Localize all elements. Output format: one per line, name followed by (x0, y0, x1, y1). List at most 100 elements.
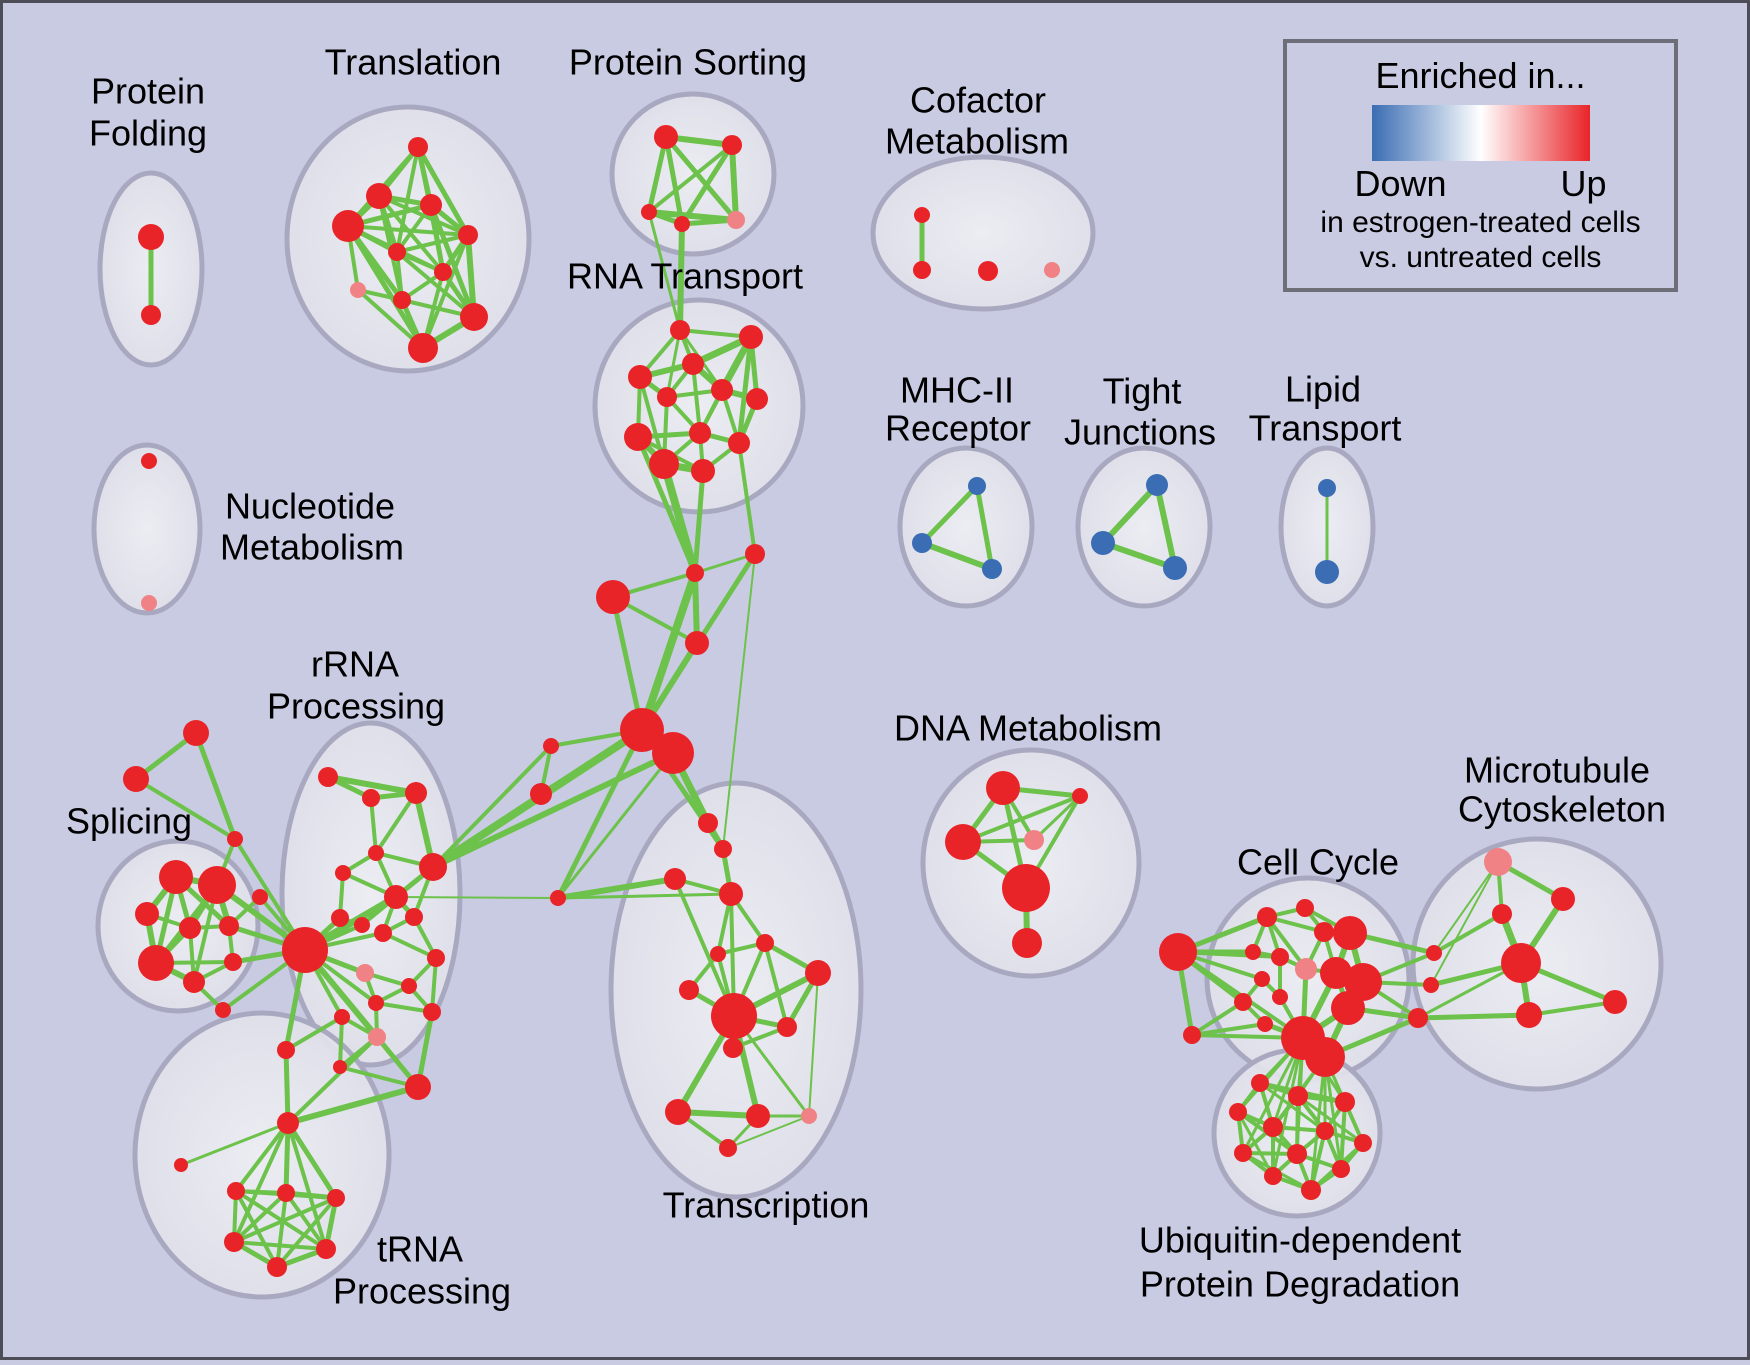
network-node-cn2[interactable] (1423, 977, 1439, 993)
network-node-tn5[interactable] (327, 1189, 345, 1207)
network-node-rt4[interactable] (628, 365, 652, 389)
network-node-pf1[interactable] (138, 224, 164, 250)
network-node-m1[interactable] (968, 477, 986, 495)
network-node-r12[interactable] (282, 927, 328, 973)
network-node-tx3[interactable] (664, 868, 686, 890)
network-node-tx2[interactable] (714, 840, 732, 858)
network-node-tx11[interactable] (723, 1038, 743, 1058)
network-node-sp9[interactable] (215, 1002, 231, 1018)
network-node-cn1[interactable] (1426, 945, 1442, 961)
network-node-u4[interactable] (1229, 1103, 1247, 1121)
network-node-tx7[interactable] (805, 960, 831, 986)
network-node-rt11[interactable] (649, 449, 679, 479)
network-node-j3[interactable] (1163, 556, 1187, 580)
network-node-s5[interactable] (727, 211, 745, 229)
network-node-cc12[interactable] (1272, 989, 1288, 1005)
network-node-r18[interactable] (334, 1009, 350, 1025)
network-node-tn6[interactable] (224, 1232, 244, 1252)
network-node-cc13[interactable] (1234, 993, 1252, 1011)
network-node-u10[interactable] (1332, 1160, 1350, 1178)
network-node-tx15[interactable] (719, 1139, 737, 1157)
network-node-rt10[interactable] (728, 432, 750, 454)
network-node-r10[interactable] (405, 908, 423, 926)
network-node-s2[interactable] (722, 135, 742, 155)
network-node-tx13[interactable] (746, 1104, 770, 1128)
network-node-cc11[interactable] (1344, 963, 1382, 1001)
network-node-d5[interactable] (1002, 864, 1050, 912)
network-node-rt5[interactable] (657, 387, 677, 407)
network-node-tx6[interactable] (710, 946, 726, 962)
network-node-h1[interactable] (596, 580, 630, 614)
network-node-mc6[interactable] (1516, 1002, 1542, 1028)
network-node-pf2[interactable] (141, 305, 161, 325)
network-node-rt3[interactable] (682, 353, 704, 375)
network-node-g3[interactable] (227, 831, 243, 847)
network-node-t6[interactable] (388, 243, 406, 261)
network-node-r22[interactable] (252, 889, 268, 905)
network-node-r13[interactable] (427, 949, 445, 967)
network-node-t11[interactable] (408, 333, 438, 363)
network-node-r21[interactable] (333, 1060, 347, 1074)
network-node-s1[interactable] (654, 125, 678, 149)
network-node-rt1[interactable] (670, 320, 690, 340)
network-node-s4[interactable] (674, 216, 690, 232)
network-node-rt12[interactable] (691, 459, 715, 483)
network-node-r6[interactable] (419, 853, 447, 881)
network-node-d6[interactable] (1012, 928, 1042, 958)
network-node-cc9[interactable] (1254, 971, 1270, 987)
network-node-sp1[interactable] (159, 860, 193, 894)
network-node-r1[interactable] (318, 767, 338, 787)
network-node-sp4[interactable] (179, 917, 201, 939)
network-node-j1[interactable] (1146, 474, 1168, 496)
network-node-tx5[interactable] (756, 934, 774, 952)
network-node-u11[interactable] (1264, 1167, 1282, 1185)
network-node-h2[interactable] (685, 631, 709, 655)
network-node-rt6[interactable] (711, 379, 733, 401)
network-node-cc6[interactable] (1245, 944, 1261, 960)
network-node-r16[interactable] (368, 995, 384, 1011)
network-node-tn8[interactable] (267, 1257, 287, 1277)
network-node-rt8[interactable] (624, 423, 652, 451)
network-node-u2[interactable] (1288, 1086, 1308, 1106)
network-node-cn3[interactable] (1408, 1008, 1428, 1028)
network-node-t10[interactable] (460, 303, 488, 331)
network-node-r9[interactable] (384, 885, 408, 909)
network-node-h6[interactable] (530, 783, 552, 805)
network-node-m3[interactable] (982, 559, 1002, 579)
network-node-s3[interactable] (641, 204, 657, 220)
network-node-tx8[interactable] (679, 980, 699, 1000)
network-node-cc0[interactable] (1159, 933, 1197, 971)
network-node-t1[interactable] (408, 137, 428, 157)
network-node-mc5[interactable] (1603, 990, 1627, 1014)
network-node-sp7[interactable] (183, 971, 205, 993)
network-node-cc7[interactable] (1271, 948, 1289, 966)
network-node-t5[interactable] (458, 225, 478, 245)
network-node-cc8[interactable] (1295, 958, 1317, 980)
network-node-cc1[interactable] (1183, 1026, 1201, 1044)
network-node-mc1[interactable] (1484, 848, 1512, 876)
network-node-rt2[interactable] (739, 325, 763, 349)
network-node-r17[interactable] (423, 1003, 441, 1021)
network-node-r5[interactable] (368, 845, 384, 861)
network-node-t2[interactable] (366, 183, 392, 209)
network-node-t7[interactable] (434, 263, 452, 281)
network-node-rt9[interactable] (689, 422, 711, 444)
network-node-tn7[interactable] (316, 1239, 336, 1259)
network-node-rt7[interactable] (746, 388, 768, 410)
network-node-d1[interactable] (986, 771, 1020, 805)
network-node-r19[interactable] (368, 1028, 386, 1046)
network-node-sp2[interactable] (198, 866, 236, 904)
network-node-sp8[interactable] (224, 953, 242, 971)
network-node-d2[interactable] (1072, 788, 1088, 804)
network-node-tx10[interactable] (777, 1017, 797, 1037)
network-node-u5[interactable] (1263, 1117, 1283, 1137)
network-node-mc4[interactable] (1501, 943, 1541, 983)
network-node-h7[interactable] (550, 890, 566, 906)
network-node-tx4[interactable] (719, 882, 743, 906)
network-node-cc17[interactable] (1305, 1037, 1345, 1077)
network-node-rt13[interactable] (686, 564, 704, 582)
network-node-t3[interactable] (420, 194, 442, 216)
network-node-d3[interactable] (945, 824, 981, 860)
network-node-r4[interactable] (335, 865, 351, 881)
network-node-sp3[interactable] (135, 902, 159, 926)
